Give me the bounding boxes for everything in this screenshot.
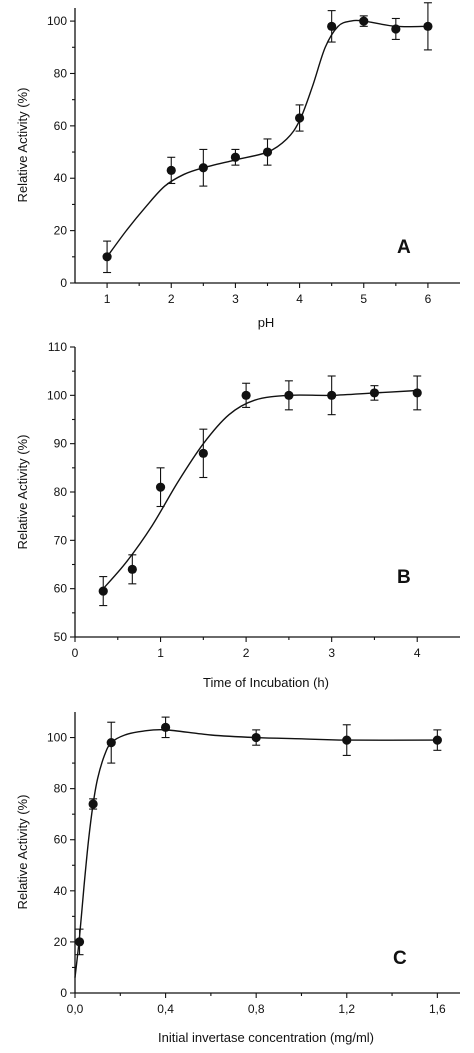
panel-b-x-tick-label: 1 (157, 646, 164, 660)
panel-b-data-point (127, 564, 137, 574)
panel-b-data-point (284, 390, 294, 400)
panel-b-data-point (327, 390, 337, 400)
panel-b-fit-curve (102, 389, 418, 590)
panel-c-y-axis-label: Relative Activity (%) (15, 795, 30, 910)
panel-c-y-tick-label: 100 (47, 731, 67, 745)
panel-c-y-tick-label: 20 (54, 935, 68, 949)
panel-b-letter: B (397, 567, 411, 588)
panel-a-x-tick-label: 6 (425, 292, 432, 306)
panel-b-y-tick-label: 60 (54, 582, 68, 596)
panel-c-chart: 0,0 0,4 0,8 1,2 1,6 0 20 40 60 80 100 Initial inver… (15, 712, 460, 1045)
panel-a-data-point (166, 165, 176, 175)
panel-b-x-tick-label: 2 (243, 646, 250, 660)
panel-a-y-tick-label: 40 (54, 171, 68, 185)
panel-a-y-tick-label: 0 (60, 276, 67, 290)
panel-c-fit-curve (74, 728, 438, 978)
panel-a-y-axis-label: Relative Activity (%) (15, 88, 30, 203)
panel-c-letter: C (393, 948, 407, 969)
panel-a-data-point (327, 21, 337, 31)
panel-b-x-tick-label: 4 (414, 646, 421, 660)
panel-a-data-point (359, 16, 369, 26)
panel-a-y-tick-label: 100 (47, 14, 67, 28)
panel-c-data-point (342, 735, 352, 745)
panel-a-data-point (391, 24, 401, 34)
panel-b-y-tick-label: 100 (47, 388, 67, 402)
panel-b-y-tick-label: 90 (54, 437, 68, 451)
panel-c-y-tick-label: 60 (54, 833, 68, 847)
panel-a-x-tick-label: 3 (232, 292, 239, 306)
panel-c-data-point (106, 738, 116, 748)
panel-a-data-point (294, 113, 305, 123)
panel-b-data-point (412, 388, 422, 398)
panel-a-data-point (423, 21, 433, 31)
panel-a-y-tick-label: 60 (54, 119, 68, 133)
panel-a-data-point (230, 152, 241, 162)
panel-b-y-tick-label: 70 (54, 533, 68, 547)
panel-a-data-point (198, 163, 208, 173)
panel-c-data-point (74, 937, 85, 947)
panel-b-data-point (155, 482, 166, 492)
panel-b-data-point (369, 388, 380, 398)
panel-b-y-tick-label: 50 (54, 630, 68, 644)
panel-b-data-point (98, 586, 108, 596)
panel-c-x-tick-label: 1,6 (429, 1002, 446, 1016)
panel-c-data-point (88, 799, 98, 809)
panel-b-y-axis-label: Relative Activity (%) (15, 435, 30, 550)
panel-b-chart: 0 1 2 3 4 50 60 70 80 90 100 110 Time of Incubation … (15, 340, 460, 690)
panel-c-x-tick-label: 1,2 (338, 1002, 355, 1016)
panel-b-data-point (241, 390, 251, 400)
panel-c-data-point (432, 735, 442, 745)
panel-a-data-point (102, 252, 112, 262)
panel-c-y-tick-label: 40 (54, 884, 68, 898)
panel-c-y-tick-label: 0 (60, 986, 67, 1000)
panel-b-data-point (198, 448, 208, 458)
panel-c-x-tick-label: 0,8 (248, 1002, 265, 1016)
panel-c-x-axis-label: Initial invertase concentration (mg/ml) (158, 1030, 374, 1045)
panel-a-fit-curve (106, 19, 428, 258)
panel-c-y-tick-label: 80 (54, 782, 68, 796)
panel-a-x-axis-label: pH (258, 315, 275, 330)
panel-a-y-tick-label: 20 (54, 224, 68, 238)
panel-a-x-tick-label: 2 (168, 292, 175, 306)
panel-b-x-tick-label: 0 (72, 646, 79, 660)
panel-c-x-tick-label: 0,4 (157, 1002, 174, 1016)
panel-a-x-tick-label: 1 (104, 292, 111, 306)
panel-c-data-point (251, 732, 261, 743)
panel-a-x-tick-label: 4 (296, 292, 303, 306)
panel-b-x-axis-label: Time of Incubation (h) (203, 675, 329, 690)
panel-a-y-tick-label: 80 (54, 66, 68, 80)
panel-a-letter: A (397, 237, 411, 258)
panel-c-x-tick-label: 0,0 (67, 1002, 84, 1016)
panel-a-data-point (262, 147, 273, 157)
panel-b-x-tick-label: 3 (328, 646, 335, 660)
panel-b-y-tick-label: 110 (48, 340, 67, 354)
panel-c-data-point (160, 722, 171, 732)
panel-a-x-tick-label: 5 (360, 292, 367, 306)
panel-b-y-tick-label: 80 (54, 485, 68, 499)
